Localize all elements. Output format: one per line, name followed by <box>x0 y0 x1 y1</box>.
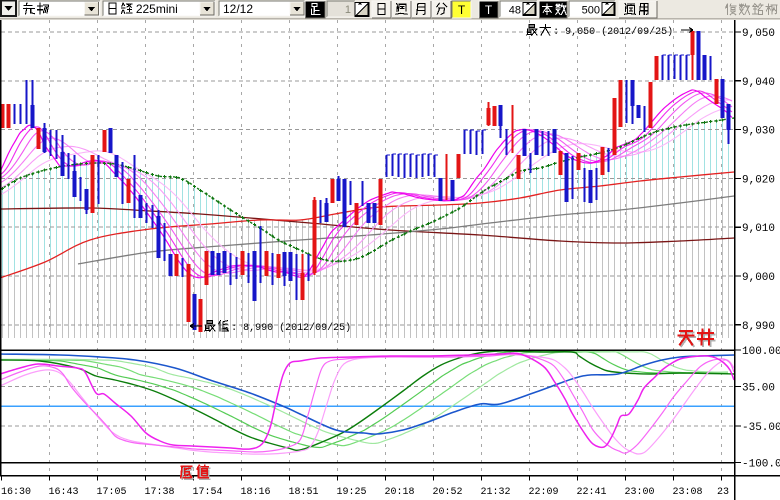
svg-text:17:38: 17:38 <box>145 487 175 498</box>
svg-text:9,050: 9,050 <box>742 28 775 40</box>
svg-text:225mini: 225mini <box>136 2 178 16</box>
svg-text:23: 23 <box>717 487 729 498</box>
svg-text:23:08: 23:08 <box>673 487 703 498</box>
svg-text:35.00: 35.00 <box>742 383 775 395</box>
svg-text:17:05: 17:05 <box>97 487 127 498</box>
svg-text:18:16: 18:16 <box>241 487 271 498</box>
svg-text:18:51: 18:51 <box>289 487 319 498</box>
svg-text:12/12: 12/12 <box>223 2 253 16</box>
svg-text:-35.00: -35.00 <box>742 422 780 434</box>
svg-text:: 8,990 (2012/09/25): : 8,990 (2012/09/25) <box>231 322 351 334</box>
svg-text:9,000: 9,000 <box>742 272 775 284</box>
svg-text:9,010: 9,010 <box>742 223 775 235</box>
svg-text:T: T <box>458 3 466 17</box>
svg-text:20:52: 20:52 <box>433 487 463 498</box>
svg-text:T: T <box>485 3 493 17</box>
svg-text:17:54: 17:54 <box>193 487 223 498</box>
svg-text:9,030: 9,030 <box>742 126 775 138</box>
svg-text:500: 500 <box>582 5 600 17</box>
svg-text:48: 48 <box>509 5 521 17</box>
svg-text:-100.00: -100.00 <box>742 459 780 471</box>
svg-text:1: 1 <box>345 4 351 16</box>
svg-text:23:00: 23:00 <box>625 487 655 498</box>
svg-text:20:18: 20:18 <box>385 487 415 498</box>
svg-text:8,990: 8,990 <box>742 321 775 333</box>
svg-text:22:09: 22:09 <box>529 487 559 498</box>
svg-text:100.00: 100.00 <box>742 346 780 358</box>
svg-text:22:41: 22:41 <box>577 487 607 498</box>
svg-text:19:25: 19:25 <box>337 487 367 498</box>
svg-text:9,040: 9,040 <box>742 77 775 89</box>
svg-text:16:43: 16:43 <box>49 487 79 498</box>
svg-text:21:32: 21:32 <box>481 487 511 498</box>
svg-text:16:30: 16:30 <box>1 487 31 498</box>
svg-text:: 9,050 (2012/09/25): : 9,050 (2012/09/25) <box>553 26 673 38</box>
svg-text:9,020: 9,020 <box>742 174 775 186</box>
